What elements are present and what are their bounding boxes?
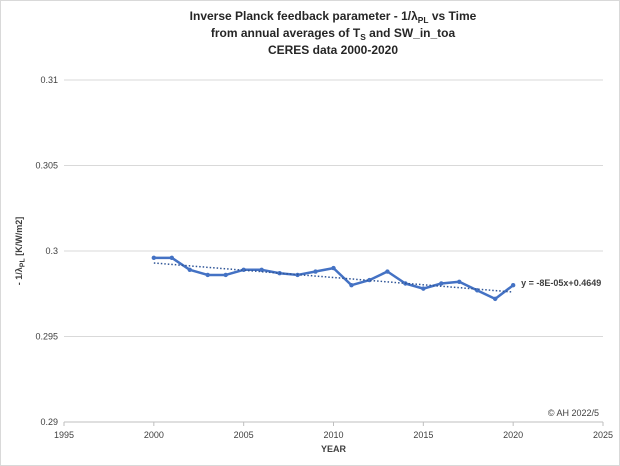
text-segment: PL (20, 258, 27, 268)
y-tick-label: 0.31 (40, 75, 58, 85)
x-tick-label: 2015 (413, 430, 433, 440)
data-point (349, 283, 354, 288)
text-segment: vs Time (429, 9, 477, 23)
chart-title: CERES data 2000-2020 (268, 43, 398, 57)
data-point (259, 267, 264, 273)
y-tick-label: 0.305 (35, 161, 58, 171)
y-tick-label: 0.29 (40, 417, 58, 427)
trendline-label: y = -8E-05x+0.4649 (521, 278, 601, 288)
data-point (439, 281, 444, 286)
data-point (169, 255, 174, 261)
x-tick-label: 2010 (323, 430, 343, 440)
x-tick-label: 2025 (593, 430, 613, 440)
text-segment: and SW_in_toa (366, 26, 456, 40)
data-point (421, 286, 426, 291)
data-point (187, 267, 192, 273)
text-segment: PL (418, 15, 429, 25)
data-point (510, 283, 516, 288)
x-tick-label: 2000 (144, 430, 164, 440)
data-point (313, 269, 318, 274)
chart-title: from annual averages of TS and SW_in_toa (211, 26, 456, 42)
text-segment: [K/W/m2] (14, 217, 24, 259)
text-segment: Inverse Planck feedback parameter - 1/λ (190, 9, 418, 23)
data-point (223, 272, 228, 278)
annotation: © AH 2022/5 (548, 408, 599, 418)
text-segment: from annual averages of T (211, 26, 361, 40)
x-tick-label: 2020 (503, 430, 523, 440)
text-segment: S (360, 32, 366, 42)
x-tick-label: 2005 (234, 430, 254, 440)
text-segment: CERES data 2000-2020 (268, 43, 398, 57)
y-tick-label: 0.3 (45, 246, 58, 256)
data-point (205, 272, 210, 278)
trendline (153, 262, 514, 293)
text-segment: - 1/λ (14, 267, 24, 285)
x-tick-label: 1995 (54, 430, 74, 440)
chart-title: Inverse Planck feedback parameter - 1/λP… (190, 9, 477, 25)
data-point (331, 265, 336, 271)
y-tick-label: 0.295 (35, 332, 58, 342)
x-axis-label: YEAR (321, 444, 347, 454)
y-axis-label: - 1/λPL [K/W/m2] (14, 217, 27, 285)
data-point (457, 279, 462, 284)
data-point (385, 269, 390, 274)
data-point (493, 296, 498, 302)
data-point (151, 255, 157, 261)
